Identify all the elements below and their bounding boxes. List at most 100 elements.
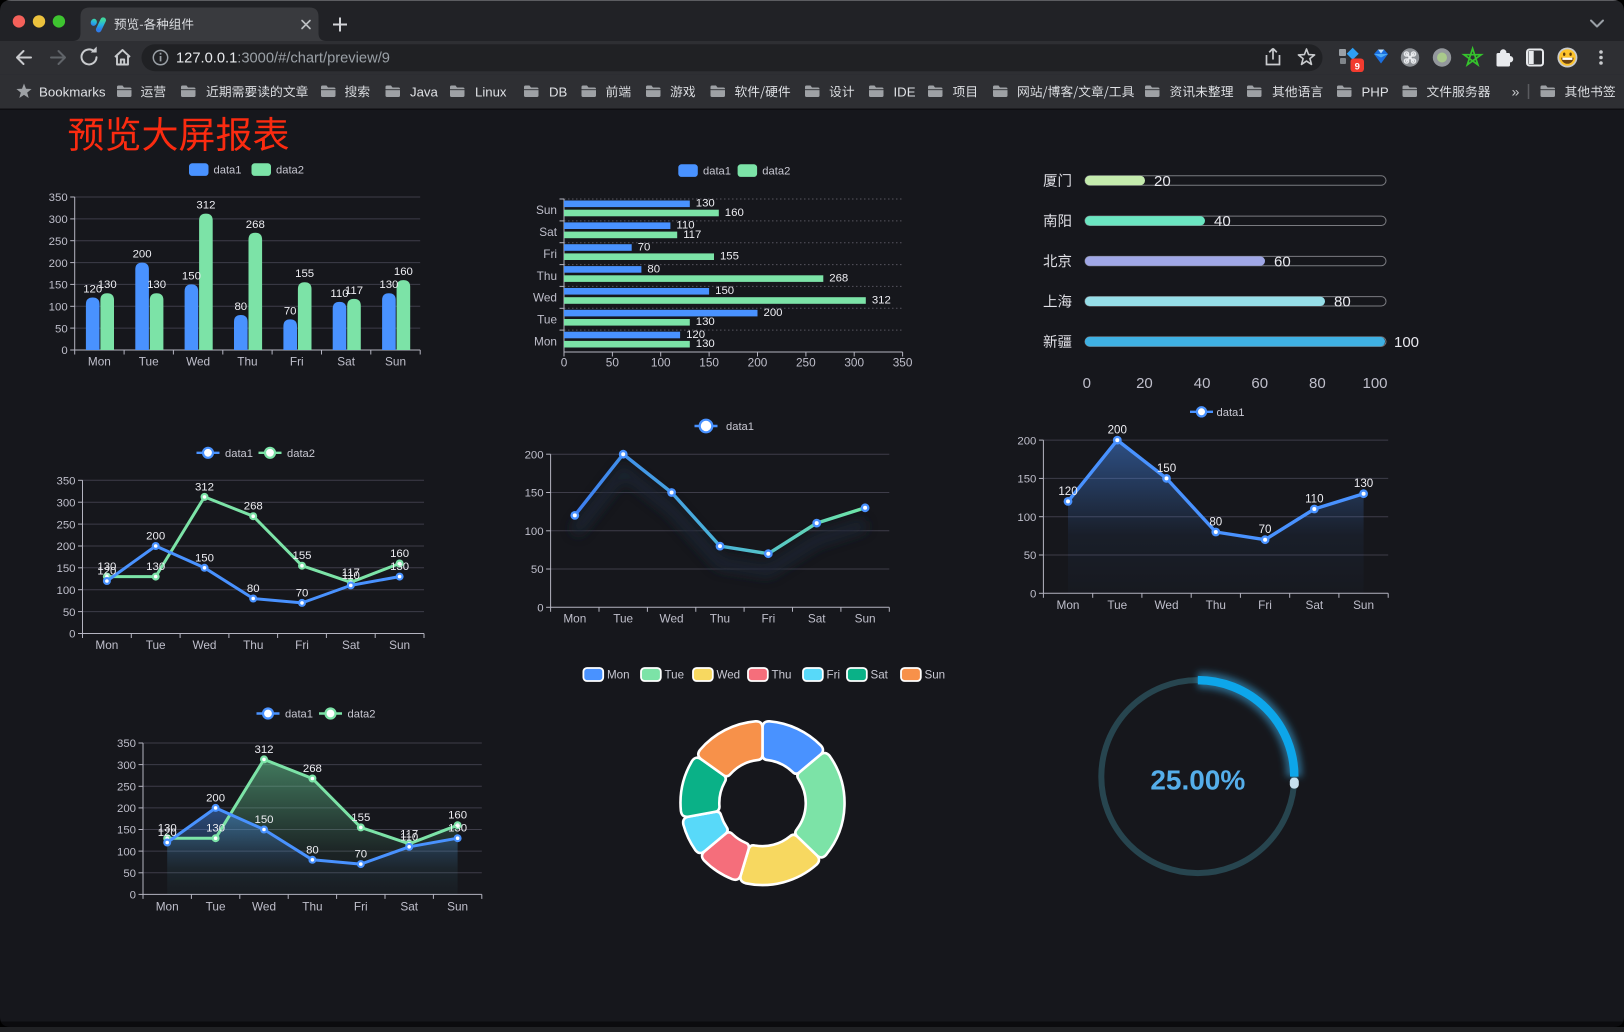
svg-text:100: 100: [651, 355, 671, 369]
svg-text:Tue: Tue: [146, 638, 166, 652]
svg-text:120: 120: [686, 329, 705, 341]
svg-text:350: 350: [893, 355, 913, 369]
svg-text:160: 160: [725, 207, 744, 219]
svg-text:350: 350: [117, 738, 136, 750]
svg-text:150: 150: [182, 270, 201, 282]
svg-text:0: 0: [69, 629, 75, 641]
svg-text:155: 155: [295, 268, 314, 280]
svg-text:150: 150: [254, 814, 273, 826]
svg-text:130: 130: [696, 316, 715, 328]
svg-text:268: 268: [246, 219, 265, 231]
svg-text:80: 80: [234, 301, 247, 313]
svg-text:200: 200: [133, 249, 152, 261]
svg-text:200: 200: [525, 449, 544, 461]
svg-text:0: 0: [537, 603, 543, 615]
svg-text:70: 70: [284, 305, 297, 317]
svg-text:60: 60: [1274, 253, 1291, 270]
svg-text:80: 80: [1309, 375, 1326, 392]
svg-text:data2: data2: [276, 165, 304, 177]
svg-text:300: 300: [49, 214, 68, 226]
svg-text:Fri: Fri: [827, 669, 841, 682]
svg-text:160: 160: [394, 266, 413, 278]
svg-text:Sat: Sat: [539, 225, 557, 239]
svg-text:DB: DB: [549, 84, 568, 99]
svg-text:130: 130: [206, 823, 225, 835]
svg-text:80: 80: [247, 583, 260, 595]
svg-text:130: 130: [158, 823, 177, 835]
svg-text:data1: data1: [225, 448, 253, 460]
svg-text:Wed: Wed: [660, 612, 684, 626]
svg-text:Sat: Sat: [337, 355, 355, 369]
svg-text:Thu: Thu: [537, 269, 557, 283]
svg-text:20: 20: [1154, 173, 1171, 190]
svg-text:data1: data1: [703, 166, 731, 178]
svg-text:150: 150: [1157, 462, 1176, 475]
svg-text:50: 50: [606, 355, 620, 369]
svg-text:100: 100: [49, 301, 68, 313]
svg-text:»: »: [1512, 84, 1520, 100]
svg-text:70: 70: [354, 849, 367, 861]
svg-text:117: 117: [400, 828, 418, 840]
svg-text:data1: data1: [726, 421, 754, 433]
svg-text:150: 150: [117, 825, 136, 837]
svg-text:Wed: Wed: [252, 900, 276, 914]
svg-text:120: 120: [83, 284, 102, 296]
svg-text:Mon: Mon: [607, 669, 630, 682]
svg-text:Wed: Wed: [717, 669, 741, 682]
svg-text:IDE: IDE: [894, 84, 916, 99]
svg-text:110: 110: [330, 288, 348, 300]
svg-text:268: 268: [244, 501, 263, 513]
svg-text:200: 200: [1017, 435, 1036, 447]
svg-text:200: 200: [763, 307, 782, 319]
svg-text:200: 200: [56, 541, 75, 553]
svg-text:200: 200: [117, 803, 136, 815]
svg-text:100: 100: [1017, 512, 1036, 524]
svg-text:0: 0: [1030, 589, 1036, 601]
svg-text:Wed: Wed: [533, 291, 557, 305]
svg-text:Mon: Mon: [156, 900, 179, 914]
svg-text:200: 200: [748, 355, 768, 369]
svg-text:Tue: Tue: [139, 355, 159, 369]
svg-text:PHP: PHP: [1362, 84, 1389, 99]
svg-text:155: 155: [293, 550, 312, 562]
svg-text:100: 100: [1394, 334, 1419, 351]
svg-text:Thu: Thu: [710, 612, 730, 626]
svg-text:120: 120: [158, 827, 177, 839]
svg-text:268: 268: [829, 273, 848, 285]
svg-text:Sun: Sun: [855, 612, 876, 626]
svg-text:150: 150: [525, 488, 544, 500]
svg-text:Wed: Wed: [192, 638, 216, 652]
svg-text:268: 268: [303, 763, 322, 775]
svg-text:300: 300: [117, 760, 136, 772]
svg-text:Thu: Thu: [1206, 598, 1226, 612]
svg-text:Tue: Tue: [613, 612, 633, 626]
svg-text:350: 350: [49, 192, 68, 204]
svg-text:Mon: Mon: [88, 355, 111, 369]
svg-text:Fri: Fri: [354, 900, 368, 914]
svg-text:Bookmarks: Bookmarks: [39, 85, 106, 100]
svg-text:0: 0: [61, 345, 67, 357]
svg-text:Sun: Sun: [925, 669, 946, 682]
svg-text:data1: data1: [214, 165, 242, 177]
svg-text:100: 100: [525, 526, 544, 538]
svg-text:250: 250: [117, 781, 136, 793]
svg-text:Fri: Fri: [290, 355, 304, 369]
svg-text:312: 312: [254, 744, 273, 756]
svg-text:80: 80: [306, 844, 319, 856]
svg-text:Sat: Sat: [808, 612, 826, 626]
svg-text:Sun: Sun: [389, 638, 410, 652]
svg-text:250: 250: [796, 355, 816, 369]
svg-text:127.0.0.1:3000/#/chart/preview: 127.0.0.1:3000/#/chart/preview/9: [176, 50, 390, 66]
svg-text:200: 200: [206, 792, 225, 804]
svg-text:130: 130: [97, 561, 116, 573]
svg-text:150: 150: [49, 280, 68, 292]
svg-text:130: 130: [696, 338, 715, 350]
svg-text:70: 70: [638, 241, 651, 253]
svg-text:Sat: Sat: [871, 669, 889, 682]
svg-text:70: 70: [1259, 523, 1272, 536]
svg-text:300: 300: [56, 497, 75, 509]
svg-text:130: 130: [390, 561, 409, 573]
svg-text:Thu: Thu: [237, 355, 257, 369]
svg-text:Sun: Sun: [447, 900, 468, 914]
svg-text:70: 70: [296, 587, 309, 599]
